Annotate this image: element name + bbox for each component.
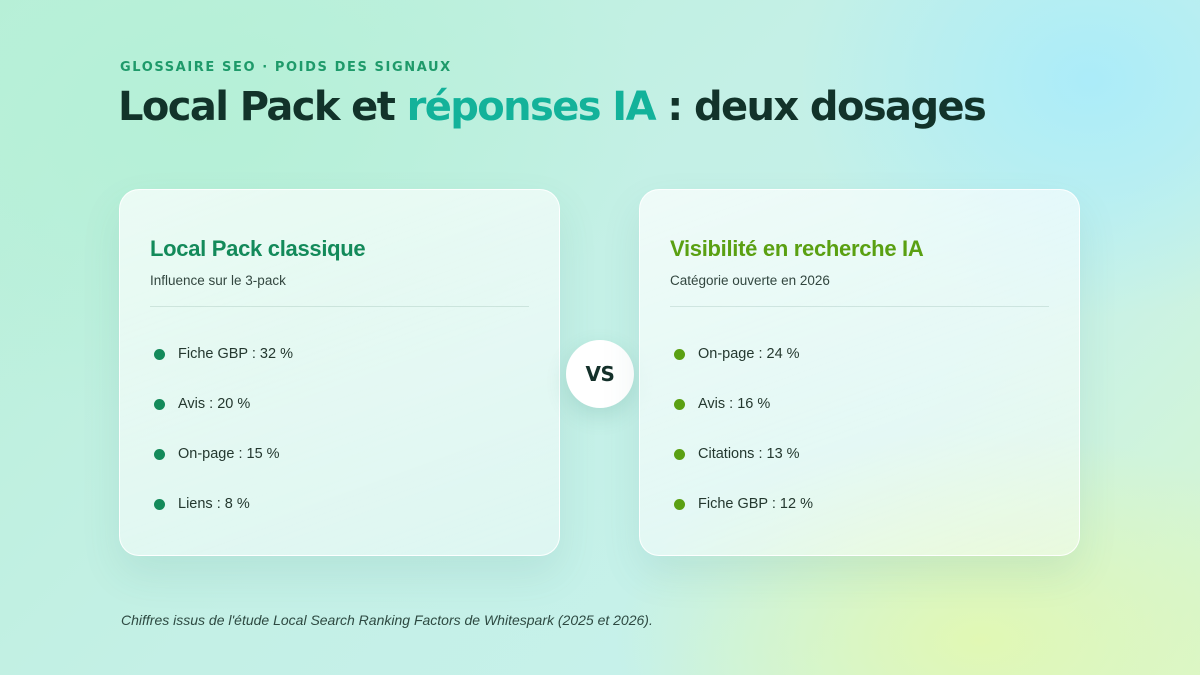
list-item-label: Citations : 13 % [698, 446, 800, 462]
list-item-label: Fiche GBP : 12 % [698, 496, 813, 512]
bullet-dot-icon [674, 498, 685, 510]
bullet-dot-icon [674, 348, 685, 360]
bullet-dot-icon [154, 398, 165, 410]
list-item: Liens : 8 % [150, 479, 529, 529]
vs-badge: VS [566, 340, 634, 408]
title-part-2: : deux dosages [654, 84, 987, 130]
title-accent: réponses IA [406, 84, 657, 130]
card-local-pack: Local Pack classique Influence sur le 3-… [119, 189, 560, 556]
bullet-dot-icon [674, 398, 685, 410]
bullet-dot-icon [154, 348, 165, 360]
list-item: Fiche GBP : 32 % [150, 329, 529, 379]
footnote-source: Chiffres issus de l'étude Local Search R… [121, 612, 653, 628]
signal-list: On-page : 24 % Avis : 16 % Citations : 1… [670, 329, 1049, 529]
card-title: Visibilité en recherche IA [670, 236, 924, 261]
signal-list: Fiche GBP : 32 % Avis : 20 % On-page : 1… [150, 329, 529, 529]
list-item-label: Fiche GBP : 32 % [178, 346, 293, 362]
list-item: Avis : 20 % [150, 379, 529, 429]
bullet-dot-icon [674, 448, 685, 460]
list-item-label: On-page : 24 % [698, 346, 800, 362]
card-subtitle: Catégorie ouverte en 2026 [670, 273, 830, 288]
bullet-dot-icon [154, 498, 165, 510]
card-divider [670, 306, 1049, 307]
list-item: Citations : 13 % [670, 429, 1049, 479]
list-item-label: Avis : 16 % [698, 396, 771, 412]
list-item-label: Liens : 8 % [178, 496, 250, 512]
card-subtitle: Influence sur le 3-pack [150, 273, 286, 288]
card-title: Local Pack classique [150, 236, 366, 261]
list-item: Fiche GBP : 12 % [670, 479, 1049, 529]
eyebrow-label: GLOSSAIRE SEO · POIDS DES SIGNAUX [120, 60, 452, 75]
list-item: On-page : 15 % [150, 429, 529, 479]
card-ai-search: Visibilité en recherche IA Catégorie ouv… [639, 189, 1080, 556]
list-item: On-page : 24 % [670, 329, 1049, 379]
title-part-1: Local Pack et [118, 84, 407, 130]
bullet-dot-icon [154, 448, 165, 460]
list-item-label: Avis : 20 % [178, 396, 251, 412]
list-item: Avis : 16 % [670, 379, 1049, 429]
page-title: Local Pack et réponses IA : deux dosages [118, 84, 987, 130]
card-divider [150, 306, 529, 307]
list-item-label: On-page : 15 % [178, 446, 280, 462]
